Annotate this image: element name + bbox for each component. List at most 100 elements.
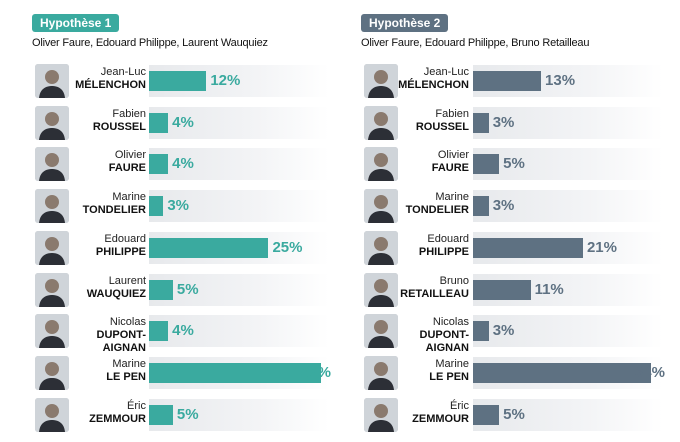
candidate-row: Éric ZEMMOUR 5% bbox=[10, 396, 330, 434]
bar bbox=[473, 237, 583, 258]
candidate-name: Bruno RETAILLEAU bbox=[395, 275, 469, 301]
candidate-name: Fabien ROUSSEL bbox=[395, 108, 469, 134]
candidate-row: Fabien ROUSSEL 4% bbox=[10, 104, 330, 142]
candidate-row: Marine LE PEN 36% bbox=[10, 354, 331, 392]
data-label: 13% bbox=[545, 72, 576, 89]
bar bbox=[473, 362, 651, 383]
bar-track: 3% bbox=[473, 315, 663, 348]
data-label: 4% bbox=[172, 322, 194, 340]
candidate-photo bbox=[35, 64, 69, 98]
candidate-first-name: Éric bbox=[127, 399, 146, 412]
candidate-row: Marine TONDELIER 3% bbox=[345, 187, 665, 225]
candidate-last-name: WAUQUIEZ bbox=[86, 287, 146, 300]
candidate-row: Edouard PHILIPPE 21% bbox=[345, 229, 665, 267]
bar-track: 12% bbox=[149, 65, 329, 97]
bar bbox=[149, 112, 169, 133]
bar bbox=[149, 237, 269, 258]
candidate-first-name: Éric bbox=[450, 399, 469, 412]
candidate-row: Laurent WAUQUIEZ 5% bbox=[10, 271, 330, 309]
data-label: 4% bbox=[172, 155, 194, 173]
candidate-first-name: Marine bbox=[435, 357, 469, 370]
data-label: 4% bbox=[172, 113, 194, 131]
data-label: 36% bbox=[300, 363, 331, 381]
candidate-photo bbox=[364, 272, 398, 307]
chart-panel-hypothese-2: Hypothèse 2 Oliver Faure, Edouard Philip… bbox=[345, 0, 665, 442]
chart-subtitle: Oliver Faure, Edouard Philippe, Laurent … bbox=[32, 37, 268, 49]
bar bbox=[149, 196, 164, 217]
candidate-row: Olivier FAURE 5% bbox=[345, 145, 665, 183]
bar-track: 3% bbox=[473, 106, 663, 139]
candidate-photo bbox=[35, 314, 69, 349]
candidate-name: Laurent WAUQUIEZ bbox=[70, 275, 146, 301]
candidate-last-name: DUPONT-AIGNAN bbox=[96, 329, 147, 355]
candidate-first-name: Olivier bbox=[437, 149, 469, 162]
candidate-photo bbox=[364, 147, 398, 182]
bar bbox=[473, 404, 500, 425]
candidate-first-name: Edouard bbox=[104, 232, 146, 245]
candidate-row: Olivier FAURE 4% bbox=[10, 145, 330, 183]
candidate-name: Marine LE PEN bbox=[395, 358, 469, 384]
bar-track: 3% bbox=[149, 190, 329, 223]
bar-track: 21% bbox=[473, 231, 663, 264]
candidate-first-name: Olivier bbox=[114, 149, 146, 162]
data-label: 5% bbox=[503, 155, 525, 173]
candidate-photo bbox=[35, 272, 69, 307]
candidate-last-name: LE PEN bbox=[429, 370, 469, 383]
candidate-row: Marine TONDELIER 3% bbox=[10, 187, 330, 225]
candidate-first-name: Marine bbox=[112, 357, 146, 370]
candidate-photo bbox=[35, 230, 69, 265]
bar-track: 3% bbox=[473, 190, 663, 223]
candidate-first-name: Nicolas bbox=[109, 316, 146, 329]
candidate-photo bbox=[364, 397, 398, 432]
candidate-name: Marine LE PEN bbox=[70, 358, 146, 384]
bar bbox=[149, 362, 321, 383]
candidate-first-name: Nicolas bbox=[432, 316, 469, 329]
bar-track: 4% bbox=[149, 148, 329, 181]
candidate-last-name: ZEMMOUR bbox=[89, 412, 146, 425]
candidate-last-name: FAURE bbox=[431, 162, 469, 175]
chart-title: Hypothèse 1 bbox=[32, 14, 120, 32]
bar bbox=[473, 112, 489, 133]
bar-track: 5% bbox=[473, 398, 663, 431]
candidate-last-name: MÉLENCHON bbox=[398, 79, 469, 91]
data-label: 34% bbox=[634, 363, 665, 381]
candidate-photo bbox=[35, 105, 69, 140]
candidate-name: Marine TONDELIER bbox=[70, 191, 146, 217]
candidate-photo bbox=[35, 189, 69, 224]
candidate-row: Bruno RETAILLEAU 11% bbox=[345, 271, 665, 309]
candidate-photo bbox=[35, 355, 69, 390]
bar bbox=[473, 196, 489, 217]
data-label: 5% bbox=[176, 405, 199, 423]
candidate-name: Edouard PHILIPPE bbox=[70, 233, 146, 259]
candidate-row: Nicolas DUPONT-AIGNAN 3% bbox=[345, 312, 665, 354]
candidate-row: Jean-Luc MÉLENCHON 12% bbox=[10, 62, 330, 100]
candidate-first-name: Bruno bbox=[439, 274, 469, 287]
candidate-first-name: Laurent bbox=[108, 274, 146, 287]
bar-track: 25% bbox=[149, 231, 329, 264]
candidate-name: Olivier FAURE bbox=[395, 149, 469, 175]
candidate-last-name: PHILIPPE bbox=[95, 245, 146, 258]
data-label: 3% bbox=[492, 113, 515, 131]
candidate-photo bbox=[364, 355, 398, 390]
bar bbox=[149, 321, 169, 342]
candidate-photo bbox=[364, 230, 398, 265]
candidate-last-name: ROUSSEL bbox=[415, 120, 469, 133]
chart-title: Hypothèse 2 bbox=[361, 14, 449, 32]
bar-track: 5% bbox=[149, 398, 329, 431]
candidate-photo bbox=[364, 314, 398, 349]
bar-track: 36% bbox=[149, 356, 331, 389]
bar bbox=[473, 71, 542, 91]
candidate-name: Nicolas DUPONT-AIGNAN bbox=[395, 316, 470, 355]
bar bbox=[473, 279, 531, 300]
candidate-last-name: TONDELIER bbox=[405, 204, 469, 217]
candidate-row: Edouard PHILIPPE 25% bbox=[10, 229, 330, 267]
data-label: 12% bbox=[210, 72, 241, 89]
bar-track: 4% bbox=[149, 315, 329, 348]
bar-track: 13% bbox=[473, 65, 663, 97]
candidate-first-name: Fabien bbox=[112, 107, 146, 120]
candidate-name: Marine TONDELIER bbox=[395, 191, 469, 217]
candidate-last-name: MÉLENCHON bbox=[75, 79, 146, 91]
candidate-name: Jean-Luc MÉLENCHON bbox=[70, 66, 146, 92]
data-label: 11% bbox=[534, 280, 564, 298]
candidate-photo bbox=[364, 64, 398, 98]
